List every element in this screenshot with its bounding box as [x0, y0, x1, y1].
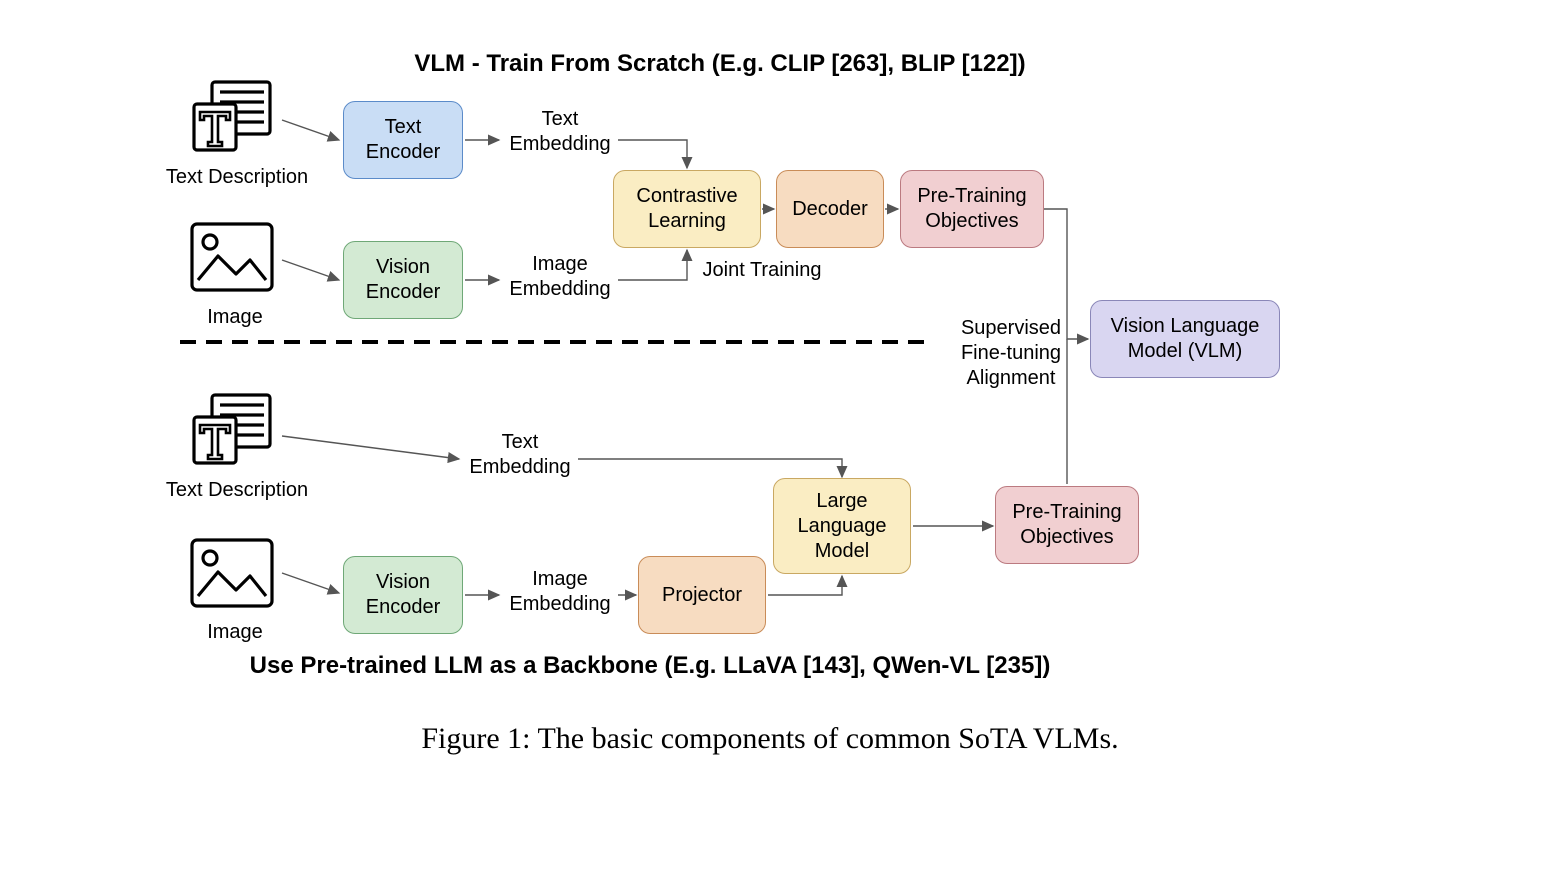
label-sfa: Supervised Fine-tuning Alignment — [936, 316, 1086, 391]
text-doc-icon — [194, 82, 270, 150]
label-ie_top: Image Embedding — [500, 252, 620, 302]
text-doc-icon — [194, 395, 270, 463]
label-joint: Joint Training — [692, 258, 832, 283]
image-icon — [192, 224, 272, 290]
edge-0 — [282, 120, 339, 140]
label-td_top: Text Description — [152, 165, 322, 190]
edge-9 — [282, 436, 459, 459]
edge-5 — [618, 250, 687, 280]
label-img_top: Image — [190, 305, 280, 330]
node-pto_top: Pre-Training Objectives — [900, 170, 1044, 248]
figure-caption: Figure 1: The basic components of common… — [270, 722, 1270, 756]
label-td_bot: Text Description — [152, 478, 322, 503]
edge-10 — [578, 459, 842, 477]
node-vlm: Vision Language Model (VLM) — [1090, 300, 1280, 378]
edge-1 — [282, 260, 339, 280]
label-img_bot: Image — [190, 620, 280, 645]
node-decoder: Decoder — [776, 170, 884, 248]
edge-14 — [768, 576, 842, 595]
caption-text: Figure 1: The basic components of common… — [421, 722, 1118, 755]
edge-4 — [618, 140, 687, 168]
node-contrastive: Contrastive Learning — [613, 170, 761, 248]
label-te_bot: Text Embedding — [460, 430, 580, 480]
title-top: VLM - Train From Scratch (E.g. CLIP [263… — [360, 50, 1080, 78]
title-bottom: Use Pre-trained LLM as a Backbone (E.g. … — [240, 652, 1060, 680]
node-vis_enc_top: Vision Encoder — [343, 241, 463, 319]
node-pto_bot: Pre-Training Objectives — [995, 486, 1139, 564]
node-llm: Large Language Model — [773, 478, 911, 574]
edge-11 — [282, 573, 339, 593]
node-text_enc_top: Text Encoder — [343, 101, 463, 179]
label-te_top: Text Embedding — [500, 107, 620, 157]
node-projector: Projector — [638, 556, 766, 634]
label-ie_bot: Image Embedding — [500, 567, 620, 617]
image-icon — [192, 540, 272, 606]
node-vis_enc_bot: Vision Encoder — [343, 556, 463, 634]
